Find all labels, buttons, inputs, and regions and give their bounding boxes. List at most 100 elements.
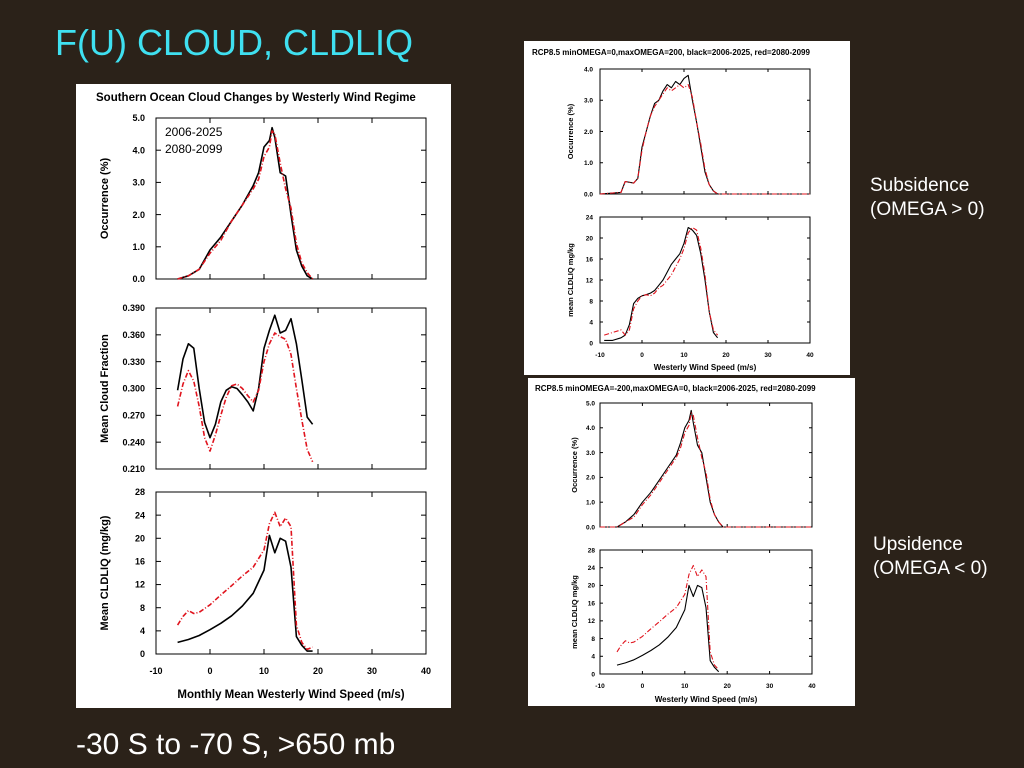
x-axis-label: Westerly Wind Speed (m/s) xyxy=(654,363,757,372)
y-tick-label: 3.0 xyxy=(586,450,595,457)
series-line-black xyxy=(176,314,314,439)
series-line-red xyxy=(604,226,719,336)
y-tick-label: 16 xyxy=(588,600,596,607)
y-tick-label: 20 xyxy=(588,583,596,590)
plot-frame xyxy=(155,307,427,470)
chart-right-bottom: RCP8.5 minOMEGA=-200,maxOMEGA=0, black=2… xyxy=(528,378,855,706)
y-tick-label: 24 xyxy=(588,565,596,572)
y-tick-label: 28 xyxy=(135,487,145,497)
y-tick-label: 16 xyxy=(135,557,145,567)
x-tick-label: -10 xyxy=(149,666,162,676)
series-line-black xyxy=(600,409,812,528)
plot-frame xyxy=(155,491,427,655)
y-tick-label: 5.0 xyxy=(132,113,145,123)
y-tick-label: 0.0 xyxy=(586,524,595,531)
y-tick-label: 4 xyxy=(591,654,595,661)
series-line-red xyxy=(176,332,314,463)
upsidence-label: Upsidence (OMEGA < 0) xyxy=(873,533,988,581)
y-tick-label: 0.240 xyxy=(122,437,145,447)
x-tick-label: 20 xyxy=(313,666,323,676)
x-tick-label: 20 xyxy=(724,683,732,690)
y-tick-label: 8 xyxy=(589,298,593,305)
region-caption: -30 S to -70 S, >650 mb xyxy=(76,728,396,761)
x-tick-label: 30 xyxy=(367,666,377,676)
x-axis-label: Monthly Mean Westerly Wind Speed (m/s) xyxy=(177,689,404,701)
chart-right-top: RCP8.5 minOMEGA=0,maxOMEGA=200, black=20… xyxy=(524,41,850,375)
x-tick-label: 10 xyxy=(680,352,688,359)
y-tick-label: 3.0 xyxy=(584,98,593,105)
y-tick-label: 2.0 xyxy=(132,210,145,220)
series-line-black xyxy=(177,126,314,280)
x-axis-label: Westerly Wind Speed (m/s) xyxy=(655,695,758,704)
y-tick-label: 24 xyxy=(135,510,145,520)
chart-left: Southern Ocean Cloud Changes by Westerly… xyxy=(76,84,451,708)
y-tick-label: 3.0 xyxy=(132,178,145,188)
y-tick-label: 24 xyxy=(586,214,594,221)
plot-frame xyxy=(155,117,427,280)
series-line-red xyxy=(616,564,720,670)
x-tick-label: 0 xyxy=(207,666,212,676)
subsidence-label-line1: Subsidence xyxy=(870,175,970,196)
y-tick-label: 0 xyxy=(140,649,145,659)
series-line-red xyxy=(176,511,313,651)
y-tick-label: 1.0 xyxy=(586,499,595,506)
chart-title: Southern Ocean Cloud Changes by Westerly… xyxy=(96,92,416,104)
x-tick-label: 30 xyxy=(764,352,772,359)
y-tick-label: 4 xyxy=(589,319,593,326)
upsidence-label-line2: (OMEGA < 0) xyxy=(873,558,988,579)
subsidence-label: Subsidence (OMEGA > 0) xyxy=(870,174,985,222)
y-tick-label: 2.0 xyxy=(584,129,593,136)
y-axis-label: mean CLDLIQ mg/kg xyxy=(570,575,579,649)
upsidence-label-line1: Upsidence xyxy=(873,534,963,555)
y-tick-label: 4.0 xyxy=(584,66,593,73)
subsidence-label-line2: (OMEGA > 0) xyxy=(870,199,985,220)
x-tick-label: 0 xyxy=(641,683,645,690)
y-tick-label: 12 xyxy=(588,618,596,625)
x-tick-label: 30 xyxy=(766,683,774,690)
chart-title: RCP8.5 minOMEGA=0,maxOMEGA=200, black=20… xyxy=(532,48,810,57)
y-tick-label: 2.0 xyxy=(586,475,595,482)
y-tick-label: 0.0 xyxy=(584,191,593,198)
y-tick-label: 12 xyxy=(586,277,594,284)
y-tick-label: 0.270 xyxy=(122,410,145,420)
series-line-black xyxy=(177,534,313,652)
plot-frame xyxy=(599,402,813,528)
y-tick-label: 0.330 xyxy=(122,357,145,367)
y-tick-label: 0.300 xyxy=(122,384,145,394)
x-tick-label: 40 xyxy=(808,683,816,690)
y-tick-label: 12 xyxy=(135,580,145,590)
series-line-red xyxy=(177,130,314,280)
plot-frame xyxy=(599,549,813,675)
y-tick-label: 1.0 xyxy=(584,160,593,167)
y-axis-label: Mean Cloud Fraction xyxy=(99,334,111,443)
y-tick-label: 8 xyxy=(591,636,595,643)
y-axis-label: Occurrence (%) xyxy=(570,437,579,493)
legend-entry: 2080-2099 xyxy=(165,142,223,156)
y-tick-label: 4.0 xyxy=(586,425,595,432)
y-tick-label: 28 xyxy=(588,547,596,554)
y-tick-label: 16 xyxy=(586,256,594,263)
y-tick-label: 0 xyxy=(589,340,593,347)
y-axis-label: Mean CLDLIQ (mg/kg) xyxy=(99,515,111,630)
x-tick-label: 0 xyxy=(640,352,644,359)
y-tick-label: 4 xyxy=(140,626,145,636)
x-tick-label: 20 xyxy=(722,352,730,359)
y-tick-label: 20 xyxy=(135,533,145,543)
x-tick-label: -10 xyxy=(595,683,605,690)
y-tick-label: 0.360 xyxy=(122,330,145,340)
y-tick-label: 0.390 xyxy=(122,303,145,313)
slide-title: F(U) CLOUD, CLDLIQ xyxy=(55,22,414,63)
y-axis-label: mean CLDLIQ mg/kg xyxy=(566,243,575,317)
y-tick-label: 1.0 xyxy=(132,242,145,252)
y-tick-label: 20 xyxy=(586,235,594,242)
x-tick-label: 10 xyxy=(259,666,269,676)
y-tick-label: 5.0 xyxy=(586,400,595,407)
plot-frame xyxy=(599,68,811,195)
y-tick-label: 0.0 xyxy=(132,274,145,284)
x-tick-label: 40 xyxy=(806,352,814,359)
x-tick-label: 40 xyxy=(421,666,431,676)
chart-title: RCP8.5 minOMEGA=-200,maxOMEGA=0, black=2… xyxy=(535,384,816,393)
y-tick-label: 8 xyxy=(140,603,145,613)
series-line-black xyxy=(616,584,720,673)
legend-entry: 2006-2025 xyxy=(165,125,223,139)
